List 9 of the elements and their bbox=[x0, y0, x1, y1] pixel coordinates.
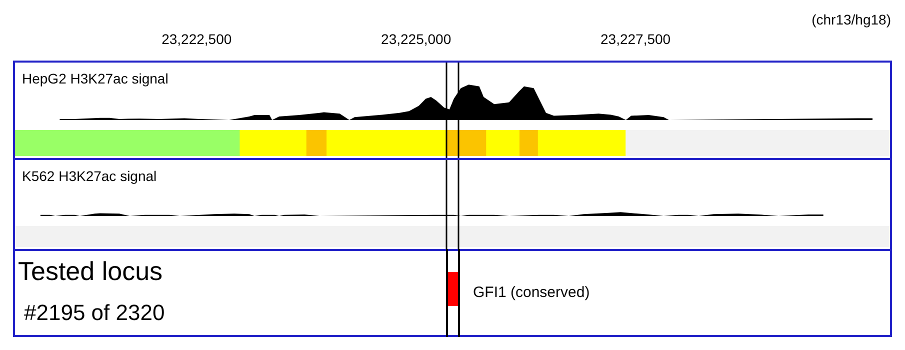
text: #2195 of 2320 bbox=[24, 300, 165, 325]
x-tick-label: 23,222,500 bbox=[162, 31, 232, 48]
x-axis-title: (chr13/hg18) bbox=[812, 11, 891, 28]
x-tick-label: 23,227,500 bbox=[600, 31, 671, 48]
text: GFI1 (conserved) bbox=[473, 284, 590, 302]
x-tick-label: 23,225,000 bbox=[381, 31, 452, 48]
chart-title: HepG2 H3K27ac signal bbox=[22, 70, 168, 87]
chart-title: K562 H3K27ac signal bbox=[22, 168, 157, 184]
text: Tested locus bbox=[18, 256, 163, 286]
